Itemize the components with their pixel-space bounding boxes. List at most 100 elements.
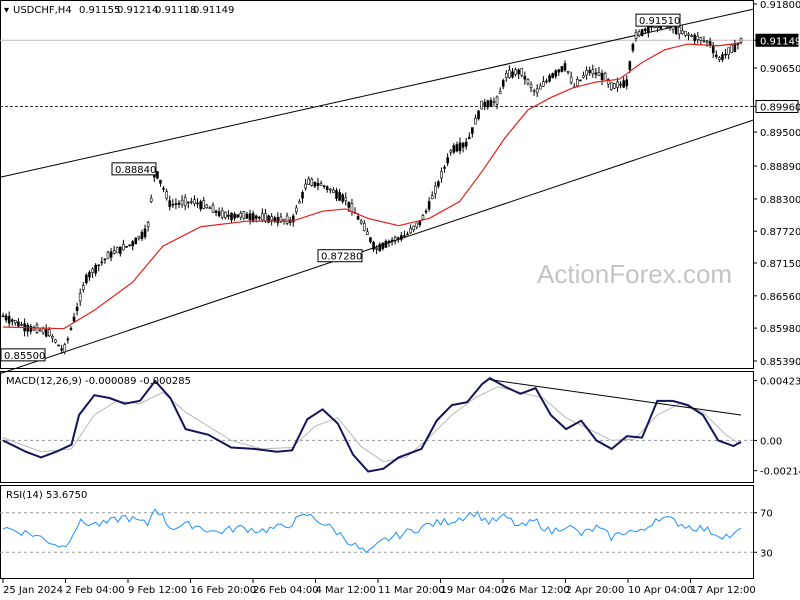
candle-body <box>29 326 33 332</box>
rsi-layer <box>0 508 753 554</box>
candle-body <box>329 188 332 191</box>
candle-body <box>430 195 434 200</box>
time-tick-label: 26 Feb 04:00 <box>253 585 319 596</box>
candle-body <box>396 237 400 240</box>
candle-body <box>134 237 138 245</box>
candle-body <box>196 202 199 205</box>
candle-body <box>440 171 443 179</box>
candle-body <box>606 79 610 85</box>
candle-body <box>51 336 54 339</box>
candle-body <box>674 26 678 34</box>
candle-body <box>708 41 712 46</box>
swing-label-box <box>635 13 681 27</box>
candle-body <box>91 268 94 273</box>
candle-body <box>165 191 168 199</box>
time-tick-label: 2 Apr 20:00 <box>566 585 625 596</box>
candle-body <box>486 100 490 108</box>
candle-body <box>508 69 511 78</box>
candle-body <box>393 237 397 241</box>
candle-body <box>449 150 453 153</box>
header-open: 0.91155 <box>79 5 120 16</box>
swing-label-0.87280: 0.87280 <box>321 252 362 263</box>
candle-body <box>57 344 60 347</box>
candle-body <box>681 30 684 35</box>
candle-body <box>610 82 613 90</box>
candle-body <box>375 247 378 250</box>
candle-body <box>17 321 20 327</box>
candle-body <box>437 181 440 187</box>
candle-body <box>464 141 468 147</box>
candle-body <box>480 100 483 110</box>
candle-body <box>588 69 591 73</box>
candle-body <box>60 348 63 351</box>
candle-body <box>85 274 88 284</box>
candle-body <box>251 213 255 222</box>
candle-body <box>335 190 338 199</box>
candle-body <box>455 144 459 152</box>
candle-body <box>452 145 456 153</box>
candle-body <box>115 247 119 254</box>
candle-body <box>347 201 351 208</box>
swing-label-0.85500: 0.85500 <box>4 351 45 362</box>
candle-body <box>72 316 76 322</box>
candle-body <box>183 197 187 206</box>
candle-body <box>625 79 629 86</box>
candle-body <box>699 37 703 41</box>
candle-body <box>205 204 209 209</box>
candle-body <box>276 217 280 224</box>
candle-body <box>366 231 369 236</box>
candle-body <box>214 210 218 213</box>
candle-body <box>298 201 301 204</box>
candle-body <box>693 34 696 42</box>
candle-body <box>443 166 446 169</box>
candle-body <box>291 215 295 223</box>
macd-trend-line <box>489 379 742 416</box>
candle-body <box>424 210 428 213</box>
candle-body <box>384 240 388 248</box>
candle-body <box>356 216 360 220</box>
candle-body <box>594 72 598 75</box>
candle-body <box>202 200 206 209</box>
candle-body <box>421 215 425 220</box>
candle-body <box>369 237 372 243</box>
rsi-line <box>2 508 742 554</box>
candle-body <box>560 66 564 72</box>
candle-body <box>122 244 125 251</box>
candle-body <box>619 83 622 86</box>
candle-body <box>193 199 196 204</box>
candle-body <box>106 251 110 259</box>
time-tick-label: 26 Mar 12:00 <box>503 585 570 596</box>
candle-body <box>267 215 270 223</box>
candle-body <box>412 225 415 230</box>
candle-body <box>282 219 286 222</box>
price-tick-label: 0.89960 <box>760 102 800 113</box>
candle-body <box>143 228 147 238</box>
candle-body <box>640 29 644 36</box>
macd-panel <box>0 371 754 483</box>
candle-body <box>211 204 215 213</box>
candle-body <box>677 26 681 35</box>
candle-body <box>705 40 709 43</box>
candle-body <box>220 210 224 218</box>
candle-body <box>81 285 85 290</box>
candle-body <box>718 57 721 60</box>
header-high: 0.91214 <box>117 5 158 16</box>
candle-body <box>495 96 499 105</box>
header-symbol: USDCHF,H4 <box>13 5 72 16</box>
current-price-tag <box>755 33 799 47</box>
candle-body <box>233 213 236 219</box>
rsi-title: RSI(14) 53.6750 <box>6 490 87 501</box>
candle-body <box>390 239 394 242</box>
candle-body <box>146 222 150 227</box>
candle-body <box>248 213 252 221</box>
candle-body <box>88 272 91 278</box>
candle-body <box>44 329 48 337</box>
candle-body <box>54 339 57 343</box>
candle-body <box>714 54 718 57</box>
macd-tick-label: 0.004237 <box>760 377 800 388</box>
time-tick-label: 11 Mar 20:00 <box>378 585 445 596</box>
price-tick-label: 0.88300 <box>760 195 800 206</box>
candle-body <box>125 245 128 248</box>
candle-body <box>603 72 607 82</box>
